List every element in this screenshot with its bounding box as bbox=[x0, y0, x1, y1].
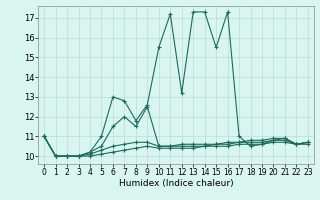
X-axis label: Humidex (Indice chaleur): Humidex (Indice chaleur) bbox=[119, 179, 233, 188]
